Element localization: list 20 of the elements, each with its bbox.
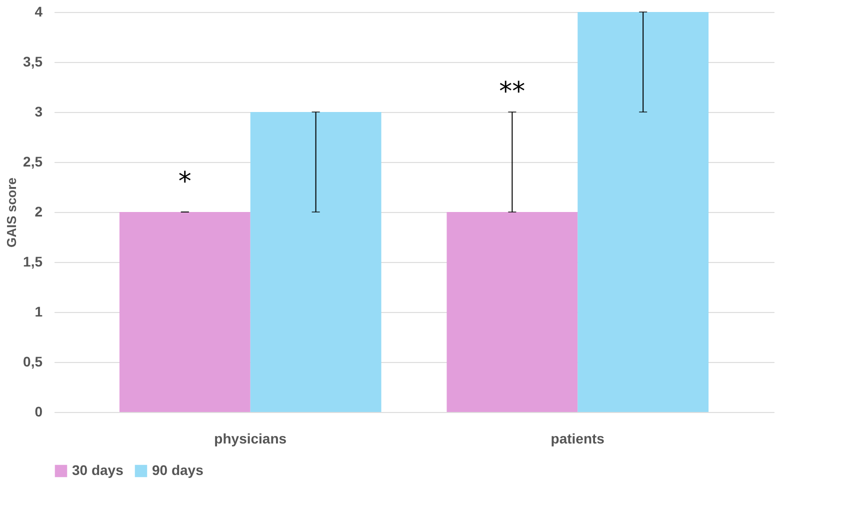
x-tick-label: physicians — [214, 430, 287, 446]
y-tick-label: 2 — [34, 204, 43, 220]
y-tick-label: 3,5 — [23, 54, 43, 70]
bar — [578, 12, 709, 412]
y-tick-label: 2,5 — [23, 154, 43, 170]
y-tick-label: 0 — [34, 404, 43, 420]
annotation: * — [178, 167, 192, 197]
bar — [446, 212, 578, 412]
legend-label: 90 days — [152, 462, 204, 478]
annotation: ** — [499, 77, 526, 107]
y-tick-label: 1 — [34, 304, 43, 320]
y-tick-label: 1,5 — [23, 254, 43, 270]
y-tick-label: 3 — [34, 104, 43, 120]
x-tick-label: patients — [550, 430, 605, 446]
bar — [250, 112, 382, 412]
y-tick-label: 4 — [34, 4, 43, 20]
y-tick-label: 0,5 — [23, 354, 43, 370]
legend-label: 30 days — [72, 462, 124, 478]
bar — [119, 212, 250, 412]
y-axis-title: GAIS score — [4, 177, 20, 248]
